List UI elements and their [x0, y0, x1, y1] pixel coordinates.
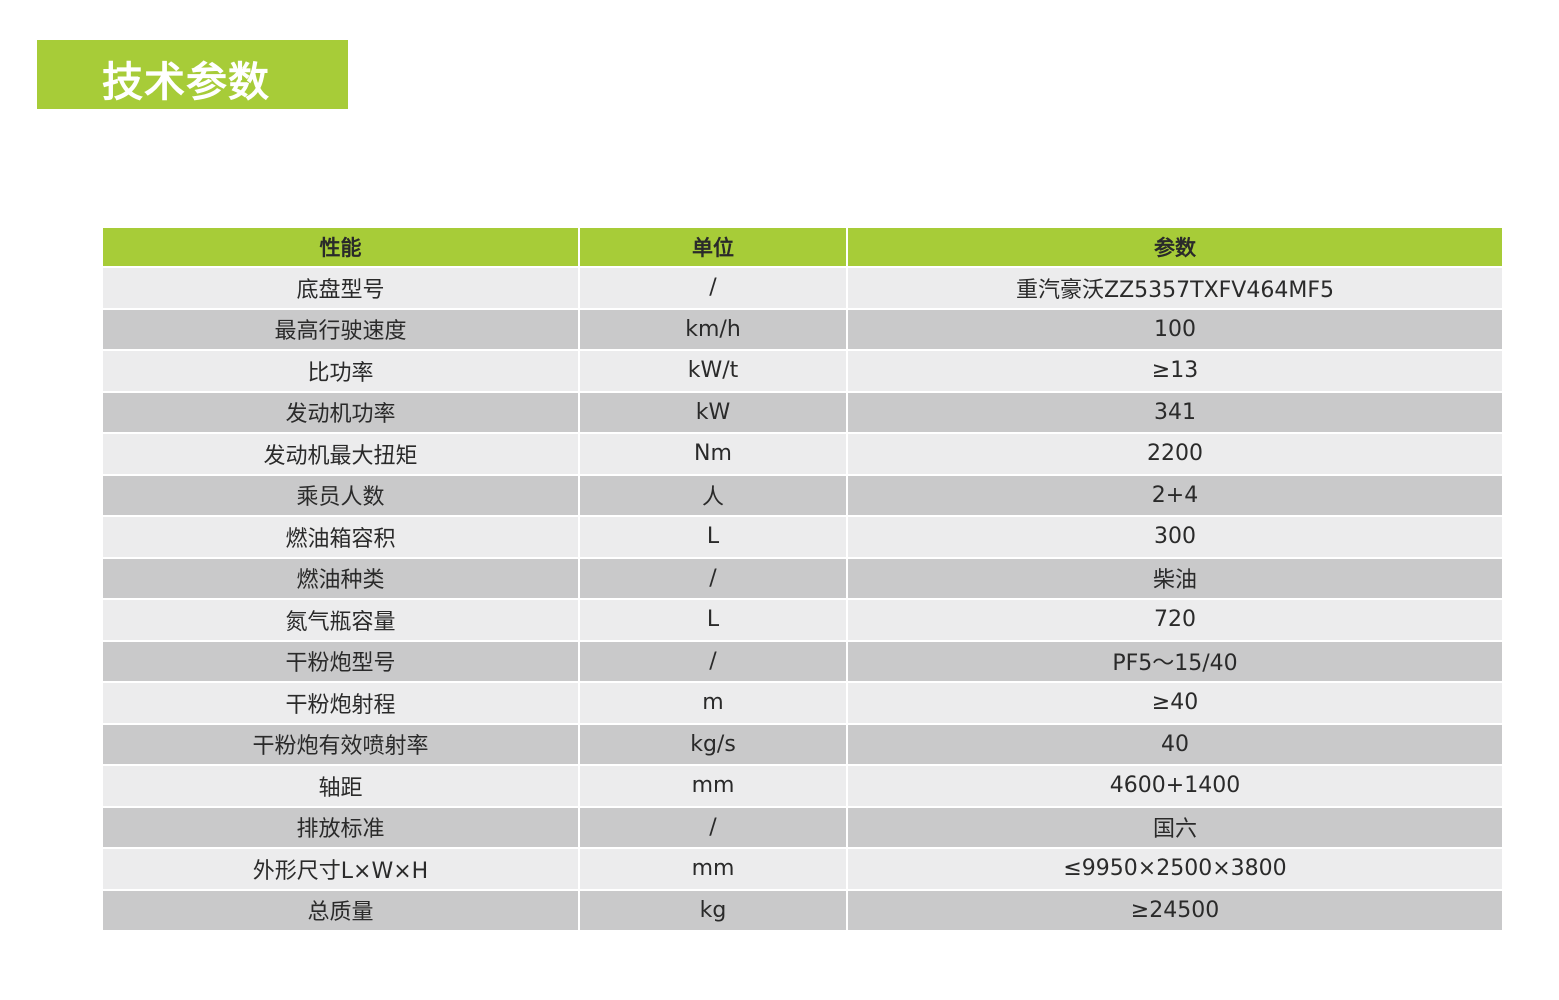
cell-value: ≥40 — [848, 683, 1502, 723]
cell-unit: 人 — [580, 475, 846, 515]
table-row: 乘员人数人 2+4 — [103, 475, 1502, 515]
cell-performance: 氮气瓶容量 — [103, 600, 578, 640]
cell-value: PF5～15/40 — [848, 641, 1502, 681]
cell-value: 重汽豪沃ZZ5357TXFV464MF5 — [848, 268, 1502, 308]
table-row: 排放标准 / 国六 — [103, 807, 1502, 847]
cell-performance: 最高行驶速度 — [103, 309, 578, 349]
cell-value: 2+4 — [848, 475, 1502, 515]
cell-value: 720 — [848, 600, 1502, 640]
cell-unit: m — [580, 683, 846, 723]
cell-unit: km/h — [580, 309, 846, 349]
cell-performance: 干粉炮有效喷射率 — [103, 724, 578, 764]
section-title: 技术参数 — [102, 58, 270, 106]
cell-unit: kW/t — [580, 351, 846, 391]
table-row: 燃油种类 / 柴油 — [103, 558, 1502, 598]
cell-performance: 总质量 — [103, 890, 578, 930]
section-title-banner: 技术参数 — [37, 40, 348, 109]
table-row: 发动机功率 kW 341 — [103, 392, 1502, 432]
table-row: 燃油箱容积 L 300 — [103, 517, 1502, 557]
cell-performance: 干粉炮型号 — [103, 641, 578, 681]
cell-performance: 发动机功率 — [103, 392, 578, 432]
cell-unit: / — [580, 641, 846, 681]
table-row: 氮气瓶容量 L 720 — [103, 600, 1502, 640]
table-row: 总质量 kg ≥24500 — [103, 890, 1502, 930]
table-row: 干粉炮型号 / PF5～15/40 — [103, 641, 1502, 681]
cell-performance: 乘员人数 — [103, 475, 578, 515]
cell-value: 国六 — [848, 807, 1502, 847]
cell-unit: kg — [580, 890, 846, 930]
cell-performance: 发动机最大扭矩 — [103, 434, 578, 474]
header-performance: 性能 — [103, 228, 578, 266]
cell-unit: mm — [580, 849, 846, 889]
cell-unit: Nm — [580, 434, 846, 474]
header-unit: 单位 — [580, 228, 846, 266]
table-row: 比功率 kW/t ≥13 — [103, 351, 1502, 391]
table-row: 发动机最大扭矩 Nm 2200 — [103, 434, 1502, 474]
cell-unit: L — [580, 600, 846, 640]
cell-value: ≤9950×2500×3800 — [848, 849, 1502, 889]
table-row: 外形尺寸L×W×H mm ≤9950×2500×3800 — [103, 849, 1502, 889]
cell-unit: / — [580, 807, 846, 847]
header-value: 参数 — [848, 228, 1502, 266]
cell-performance: 比功率 — [103, 351, 578, 391]
cell-value: 100 — [848, 309, 1502, 349]
cell-unit: mm — [580, 766, 846, 806]
table-row: 底盘型号 / 重汽豪沃ZZ5357TXFV464MF5 — [103, 268, 1502, 308]
cell-performance: 外形尺寸L×W×H — [103, 849, 578, 889]
cell-unit: kW — [580, 392, 846, 432]
cell-performance: 底盘型号 — [103, 268, 578, 308]
cell-value: 2200 — [848, 434, 1502, 474]
cell-unit: L — [580, 517, 846, 557]
table-row: 最高行驶速度 km/h 100 — [103, 309, 1502, 349]
cell-value: 4600+1400 — [848, 766, 1502, 806]
table-row: 干粉炮有效喷射率 kg/s 40 — [103, 724, 1502, 764]
cell-performance: 燃油种类 — [103, 558, 578, 598]
cell-value: 341 — [848, 392, 1502, 432]
cell-performance: 排放标准 — [103, 807, 578, 847]
cell-value: 柴油 — [848, 558, 1502, 598]
cell-unit: / — [580, 558, 846, 598]
spec-table: 性能 单位 参数 底盘型号 / 重汽豪沃ZZ5357TXFV464MF5 最高行驶速度… — [101, 226, 1504, 932]
cell-performance: 干粉炮射程 — [103, 683, 578, 723]
cell-performance: 轴距 — [103, 766, 578, 806]
cell-value: 300 — [848, 517, 1502, 557]
table-row: 轴距 mm 4600+1400 — [103, 766, 1502, 806]
cell-value: ≥24500 — [848, 890, 1502, 930]
cell-performance: 燃油箱容积 — [103, 517, 578, 557]
cell-unit: / — [580, 268, 846, 308]
table-row: 干粉炮射程 m ≥40 — [103, 683, 1502, 723]
cell-value: 40 — [848, 724, 1502, 764]
cell-value: ≥13 — [848, 351, 1502, 391]
table-header-row: 性能 单位 参数 — [103, 228, 1502, 266]
cell-unit: kg/s — [580, 724, 846, 764]
